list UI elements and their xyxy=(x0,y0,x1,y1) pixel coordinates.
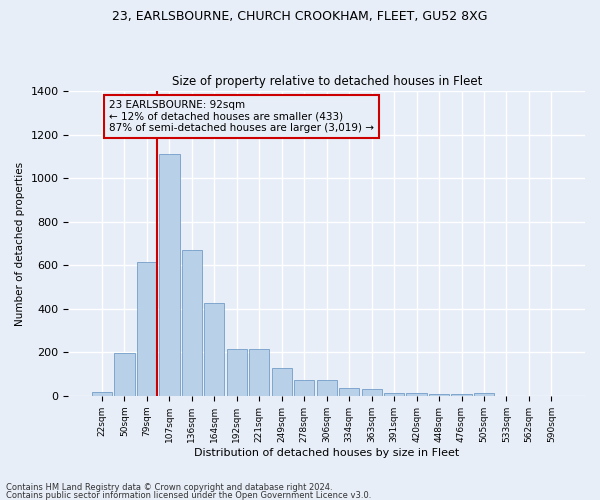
Bar xyxy=(451,394,472,396)
Bar xyxy=(115,354,134,396)
Text: 23, EARLSBOURNE, CHURCH CROOKHAM, FLEET, GU52 8XG: 23, EARLSBOURNE, CHURCH CROOKHAM, FLEET,… xyxy=(112,10,488,23)
Bar xyxy=(204,304,224,396)
Bar xyxy=(249,349,269,396)
Bar xyxy=(294,380,314,396)
Text: 23 EARLSBOURNE: 92sqm
← 12% of detached houses are smaller (433)
87% of semi-det: 23 EARLSBOURNE: 92sqm ← 12% of detached … xyxy=(109,100,374,133)
Bar xyxy=(406,392,427,396)
Bar xyxy=(272,368,292,396)
Bar xyxy=(182,250,202,396)
Bar xyxy=(339,388,359,396)
X-axis label: Distribution of detached houses by size in Fleet: Distribution of detached houses by size … xyxy=(194,448,460,458)
Title: Size of property relative to detached houses in Fleet: Size of property relative to detached ho… xyxy=(172,76,482,88)
Bar xyxy=(159,154,179,396)
Y-axis label: Number of detached properties: Number of detached properties xyxy=(15,162,25,326)
Bar xyxy=(474,393,494,396)
Bar xyxy=(429,394,449,396)
Bar xyxy=(137,262,157,396)
Bar xyxy=(384,392,404,396)
Bar xyxy=(92,392,112,396)
Text: Contains HM Land Registry data © Crown copyright and database right 2024.: Contains HM Land Registry data © Crown c… xyxy=(6,484,332,492)
Bar xyxy=(362,390,382,396)
Bar xyxy=(317,380,337,396)
Text: Contains public sector information licensed under the Open Government Licence v3: Contains public sector information licen… xyxy=(6,490,371,500)
Bar xyxy=(227,349,247,396)
